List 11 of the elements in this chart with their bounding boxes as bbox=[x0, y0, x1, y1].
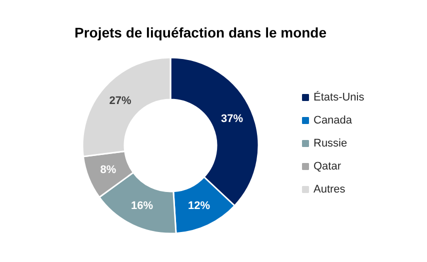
data-label: 12% bbox=[188, 200, 210, 212]
data-label: 8% bbox=[100, 164, 116, 176]
legend-label: Canada bbox=[314, 114, 353, 126]
legend-label: Russie bbox=[314, 138, 348, 150]
legend-label: Qatar bbox=[314, 160, 342, 172]
legend-label: États-Unis bbox=[314, 90, 365, 104]
data-label: 37% bbox=[220, 112, 244, 125]
data-label: 16% bbox=[130, 200, 154, 212]
legend-label: Autres bbox=[314, 184, 346, 196]
chart-title: Projets de liquéfaction dans le monde bbox=[74, 24, 327, 40]
data-label: 27% bbox=[109, 95, 132, 108]
